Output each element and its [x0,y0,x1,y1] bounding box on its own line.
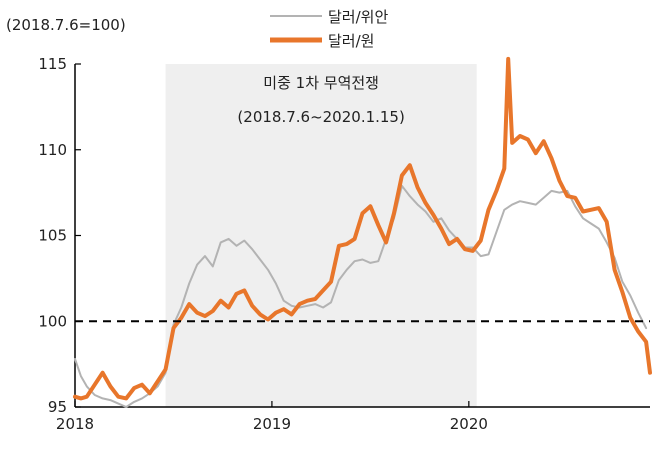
y-tick-label: 95 [48,398,67,416]
legend-label-cny: 달러/위안 [328,8,388,26]
y-tick-label: 105 [38,227,67,245]
trade-war-shaded-period [165,64,477,407]
legend-label-krw: 달러/원 [328,32,374,50]
y-tick-label: 100 [38,312,67,330]
x-tick-label: 2018 [56,415,94,433]
series-line-usd-krw [73,56,652,401]
x-tick-label: 2019 [253,415,291,433]
x-tick-label: 2020 [450,415,488,433]
legend: 달러/위안 달러/원 [270,8,388,50]
series-lines [73,56,652,408]
unit-label: (2018.7.6=100) [6,16,126,34]
shaded-period-dates: (2018.7.6~2020.1.15) [237,108,404,126]
y-tick-label: 115 [38,55,67,73]
shaded-period-label: 미중 1차 무역전쟁 [263,74,379,92]
axes: 95 100 105 110 115 2018 2019 2020 [38,55,650,433]
y-tick-label: 110 [38,141,67,159]
